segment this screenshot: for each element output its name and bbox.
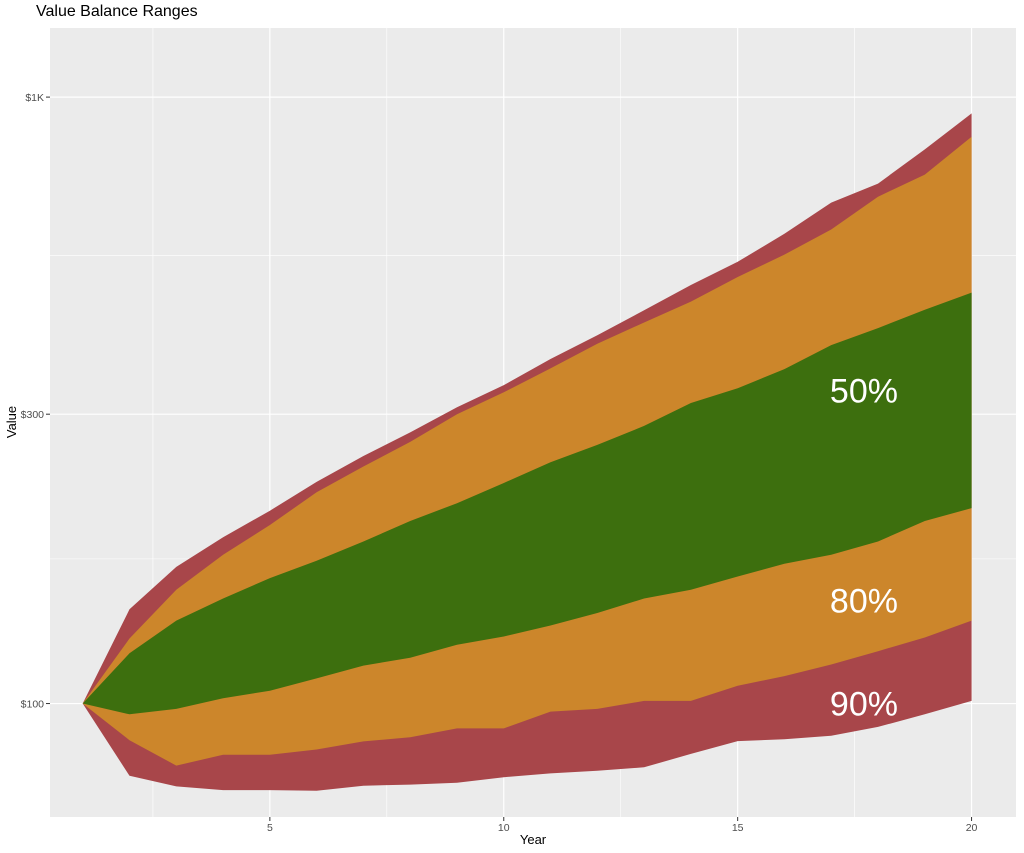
band-label-90pct: 90% [830,686,898,724]
x-axis-title: Year [520,832,547,847]
band-label-50pct: 50% [830,373,898,411]
y-tick-label: $300 [21,409,45,421]
y-axis-title: Value [4,406,19,438]
band-label-80pct: 80% [830,582,898,620]
x-tick-label: 5 [267,822,273,834]
y-tick-label: $100 [21,699,45,711]
x-tick-label: 15 [732,822,744,834]
y-tick-label: $1K [25,92,44,104]
y-axis: $100 $300 $1K [21,92,50,710]
x-tick-label: 20 [966,822,978,834]
x-tick-label: 10 [498,822,510,834]
x-axis: 5 10 15 20 [267,817,978,834]
